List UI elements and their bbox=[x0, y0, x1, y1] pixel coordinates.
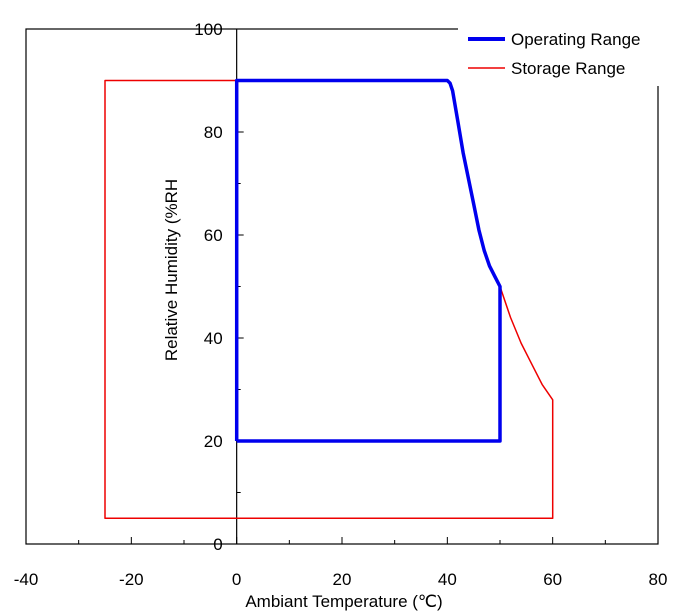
y-tick-label: 0 bbox=[213, 535, 222, 554]
y-tick-label: 100 bbox=[194, 20, 222, 39]
y-tick-label: 60 bbox=[204, 226, 223, 245]
series-layer bbox=[104, 78, 554, 520]
x-tick-label: 40 bbox=[438, 570, 457, 589]
legend-label-operating-range: Operating Range bbox=[511, 30, 640, 49]
x-tick-label: 20 bbox=[333, 570, 352, 589]
x-tick-label: 80 bbox=[649, 570, 668, 589]
y-axis-title: Relative Humidity (%RH bbox=[162, 179, 181, 361]
x-tick-label: 60 bbox=[543, 570, 562, 589]
x-tick-label: -20 bbox=[119, 570, 144, 589]
legend-box bbox=[458, 18, 670, 86]
x-tick-label: 0 bbox=[232, 570, 241, 589]
x-axis-ticks: -40 -20 0 20 40 60 80 bbox=[14, 537, 668, 589]
series-line-operating-range bbox=[234, 78, 502, 443]
y-tick-label: 40 bbox=[204, 329, 223, 348]
legend: Operating Range Storage Range bbox=[468, 30, 640, 78]
x-tick-label: -40 bbox=[14, 570, 39, 589]
series-line-storage-range bbox=[104, 79, 554, 520]
y-axis-ticks: 0 20 40 60 80 100 bbox=[194, 20, 244, 554]
x-axis-title: Ambiant Temperature (℃) bbox=[245, 592, 442, 611]
legend-label-storage-range: Storage Range bbox=[511, 59, 625, 78]
y-tick-label: 20 bbox=[204, 432, 223, 451]
y-tick-label: 80 bbox=[204, 123, 223, 142]
